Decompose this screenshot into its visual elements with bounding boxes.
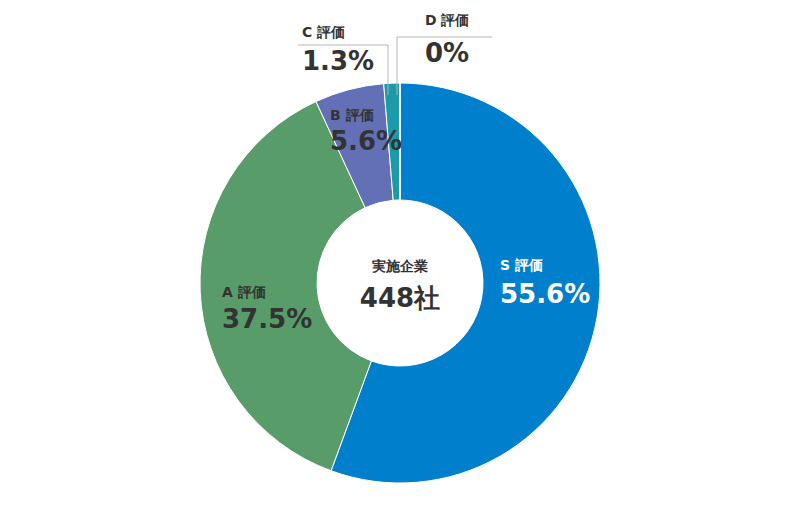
leader-line — [397, 37, 492, 95]
category-label: D 評価 — [425, 12, 470, 28]
category-label: B 評価 — [330, 107, 374, 123]
value-label: 5.6% — [330, 126, 402, 156]
center-total: 448社 — [360, 283, 440, 313]
leader-line — [298, 45, 388, 95]
category-label: S 評価 — [500, 257, 543, 273]
donut — [200, 83, 600, 483]
value-label: 37.5% — [222, 304, 312, 334]
category-label: C 評価 — [302, 24, 345, 40]
center-title: 実施企業 — [372, 258, 428, 274]
labels: S 評価 55.6% A 評価 37.5% B 評価 5.6% C 評価 1.3% D 評価 0% — [222, 12, 590, 334]
chart: S 評価 55.6% A 評価 37.5% B 評価 5.6% C 評価 1.3% D 評価 0%… — [0, 0, 800, 510]
category-label: A 評価 — [222, 284, 266, 300]
value-label: 1.3% — [302, 46, 374, 76]
value-label: 0% — [425, 38, 469, 68]
value-label: 55.6% — [500, 279, 590, 309]
